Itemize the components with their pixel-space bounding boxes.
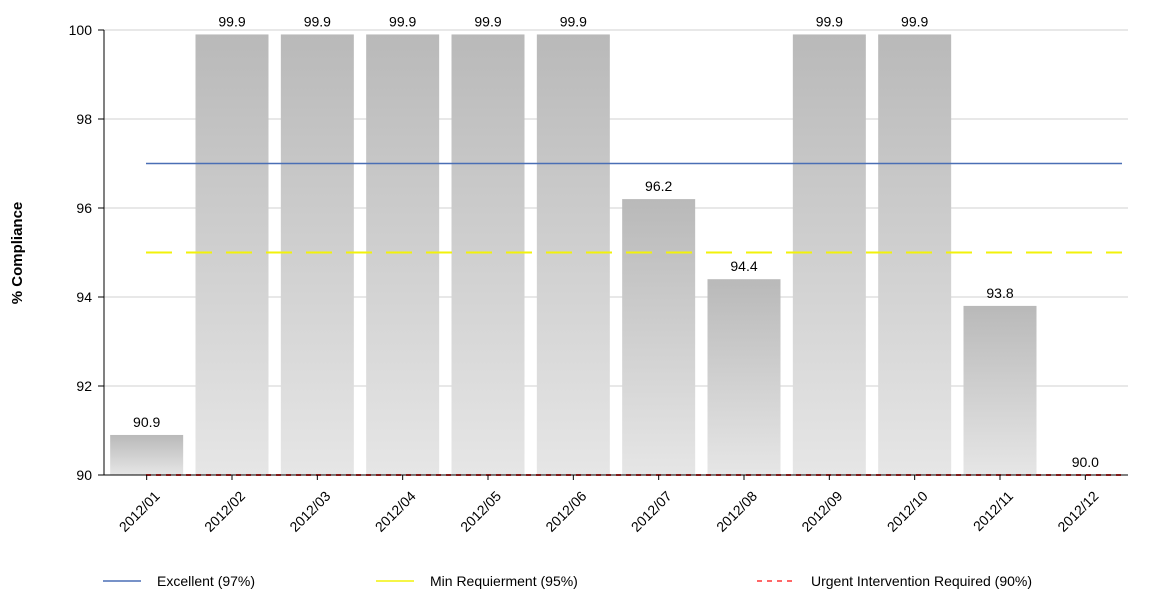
data-label: 96.2 [645, 178, 672, 194]
legend-label: Urgent Intervention Required (90%) [811, 573, 1032, 589]
y-tick-label: 100 [69, 22, 93, 38]
data-label: 99.9 [901, 13, 928, 29]
data-label: 93.8 [986, 285, 1013, 301]
bar-2012/09 [792, 34, 866, 475]
x-tick-label: 2012/06 [542, 488, 589, 535]
x-tick-label: 2012/04 [372, 488, 419, 535]
legend-label: Excellent (97%) [157, 573, 255, 589]
bar-2012/04 [366, 34, 440, 475]
legend: Excellent (97%) Min Requierment (95%) Urge… [103, 573, 1032, 589]
y-tick-label: 96 [76, 200, 92, 216]
bar-2012/01 [110, 434, 184, 475]
x-tick-label: 2012/03 [286, 488, 333, 535]
x-tick-label: 2012/12 [1054, 488, 1101, 535]
bar-2012/10 [878, 34, 952, 475]
bar-2012/11 [963, 305, 1037, 475]
data-label: 99.9 [816, 13, 843, 29]
gridlines [104, 29, 1128, 387]
x-tick-label: 2012/09 [798, 488, 845, 535]
bar-2012/05 [451, 34, 525, 475]
y-tick-label: 92 [76, 378, 92, 394]
x-tick-label: 2012/05 [457, 488, 504, 535]
data-label: 99.9 [304, 13, 331, 29]
data-label: 94.4 [730, 258, 757, 274]
data-label: 99.9 [218, 13, 245, 29]
data-label: 99.9 [389, 13, 416, 29]
bar-2012/02 [195, 34, 269, 475]
data-label: 99.9 [474, 13, 501, 29]
y-tick-label: 98 [76, 111, 92, 127]
x-tick-label: 2012/02 [201, 488, 248, 535]
bar-2012/03 [280, 34, 354, 475]
data-label: 99.9 [560, 13, 587, 29]
data-label: 90.0 [1072, 454, 1099, 470]
data-label: 90.9 [133, 414, 160, 430]
x-tick-label: 2012/10 [884, 488, 931, 535]
bar-2012/07 [622, 199, 696, 475]
x-tick-label: 2012/08 [713, 488, 760, 535]
legend-label: Min Requierment (95%) [430, 573, 578, 589]
x-tick-label: 2012/07 [628, 488, 675, 535]
y-tick-label: 94 [76, 289, 92, 305]
bar-2012/06 [536, 34, 610, 475]
y-axis-title: % Compliance [9, 202, 26, 305]
data-labels: 90.9 99.9 99.9 99.9 99.9 99.9 96.2 94.4 99.9 99.9… [133, 13, 1099, 470]
x-tick-label: 2012/01 [116, 488, 163, 535]
x-tick-label: 2012/11 [970, 488, 1017, 535]
bars-group [110, 34, 1037, 475]
y-tick-label: 90 [76, 467, 92, 483]
bar-2012/08 [707, 279, 781, 475]
